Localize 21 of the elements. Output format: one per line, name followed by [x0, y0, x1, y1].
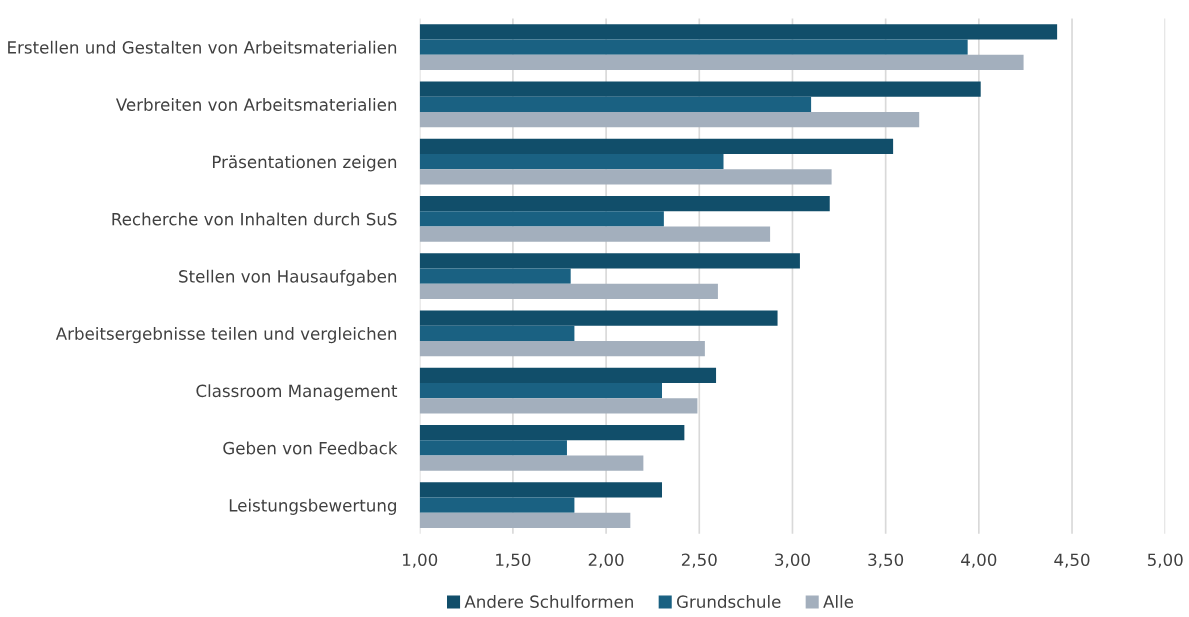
- y-tick-label: Verbreiten von Arbeitsmaterialien: [115, 98, 397, 111]
- x-tick-label: 5,00: [1147, 553, 1183, 568]
- x-tick-label: 1,00: [402, 553, 438, 568]
- x-tick-label: 1,50: [496, 553, 531, 568]
- x-tick-label: 4,50: [1054, 553, 1090, 568]
- x-tick-label: 3,50: [868, 553, 904, 568]
- legend-label: Grundschule: [676, 595, 781, 608]
- y-tick-label: Stellen von Hausaufgaben: [179, 269, 397, 286]
- y-tick-label: Erstellen und Gestalten von Arbeitsmaterialien: [8, 40, 397, 54]
- x-tick-label: 3,00: [775, 553, 810, 568]
- y-tick-label: Classroom Management: [196, 384, 398, 401]
- legend-label: Alle: [823, 595, 854, 608]
- y-tick-label: Geben von Feedback: [223, 441, 398, 455]
- y-tick-label: Arbeitsergebnisse teilen und vergleichen: [55, 327, 397, 344]
- legend-label: Andere Schulformen: [464, 595, 633, 608]
- y-tick-label: Leistungsbewertung: [229, 498, 396, 515]
- x-tick-label: 4,00: [961, 553, 997, 568]
- x-tick-label: 2,00: [588, 553, 624, 568]
- x-tick-label: 2,50: [681, 553, 717, 568]
- y-tick-label: Präsentationen zeigen: [212, 155, 397, 172]
- y-tick-label: Recherche von Inhalten durch SuS: [112, 212, 397, 226]
